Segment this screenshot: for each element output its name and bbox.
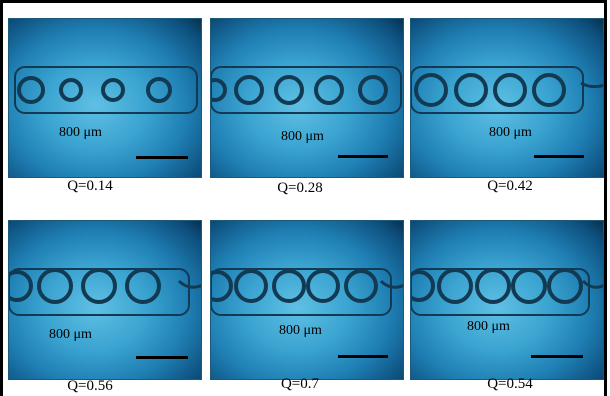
channel-droplets-4 [9, 268, 201, 316]
scale-label: 800 μm [467, 319, 510, 334]
scale-label: 800 μm [279, 323, 322, 338]
caption-q: Q=0.28 [277, 180, 323, 196]
channel-droplets-5 [211, 268, 403, 316]
scale-label: 800 μm [59, 125, 102, 140]
channel-droplets-3 [411, 66, 603, 114]
caption-q: Q=0.14 [67, 178, 113, 194]
micrograph-panel-3: 800 μm [410, 18, 604, 178]
scale-bar [136, 356, 188, 359]
scale-label: 800 μm [49, 327, 92, 342]
scale-label: 800 μm [489, 125, 532, 140]
micrograph-panel-2: 800 μm [210, 18, 404, 178]
caption-q: Q=0.7 [280, 376, 320, 392]
scale-bar [136, 156, 188, 159]
scale-bar [338, 155, 388, 158]
micrograph-panel-5: 800 μm [210, 220, 404, 380]
scale-label: 800 μm [281, 129, 324, 144]
scale-bar [531, 355, 583, 358]
scale-bar [338, 355, 388, 358]
micrograph-panel-4: 800 μm [8, 220, 202, 380]
caption-q: Q=0.42 [487, 178, 533, 194]
channel-droplets-1 [14, 66, 198, 114]
micrograph-panel-1: 800 μm [8, 18, 202, 178]
caption-q: Q=0.56 [67, 378, 113, 394]
micrograph-panel-6: 800 μm [410, 220, 604, 380]
caption-q: Q=0.54 [487, 376, 533, 392]
channel-droplets-6 [411, 268, 603, 316]
channel-droplets-2 [211, 66, 402, 114]
scale-bar [534, 155, 584, 158]
